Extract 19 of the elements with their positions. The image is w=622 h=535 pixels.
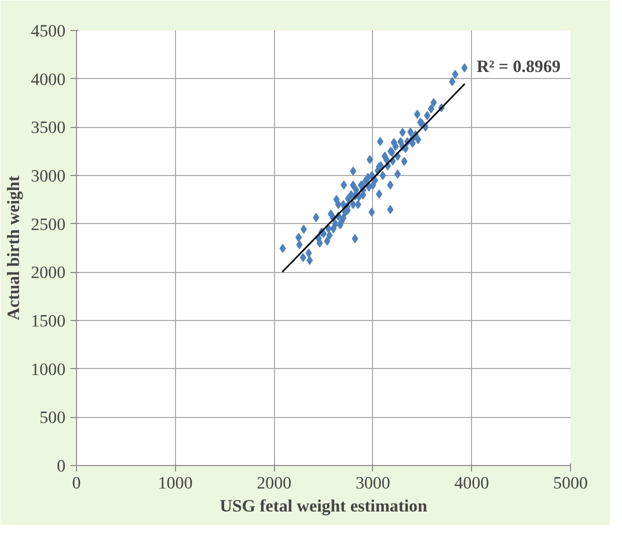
x-tick-label: 1000 xyxy=(158,474,193,492)
x-tick-label: 2000 xyxy=(256,474,292,492)
annotation: R² = 0.8969 xyxy=(476,56,561,76)
y-tick-label: 3500 xyxy=(30,118,66,138)
y-tick-label: 2500 xyxy=(30,214,66,234)
x-tick-label: 0 xyxy=(72,474,81,492)
y-tick-label: 4000 xyxy=(30,70,66,89)
y-tick-label: 1500 xyxy=(30,312,66,330)
y-tick-label: 500 xyxy=(40,408,66,428)
y-tick-label: 0 xyxy=(56,456,66,476)
y-tick-label: 2000 xyxy=(30,263,66,282)
x-tick-label: 4000 xyxy=(454,474,490,492)
x-tick-label: 3000 xyxy=(356,474,390,492)
x-axis-title: USG fetal weight estimation xyxy=(220,496,428,516)
y-tick-label: 3000 xyxy=(30,166,66,186)
y-tick-label: 4500 xyxy=(30,22,66,40)
y-tick-label: 1000 xyxy=(30,360,66,379)
y-axis-title: Actual birth weight xyxy=(4,176,23,320)
x-tick-label: 5000 xyxy=(553,474,588,492)
